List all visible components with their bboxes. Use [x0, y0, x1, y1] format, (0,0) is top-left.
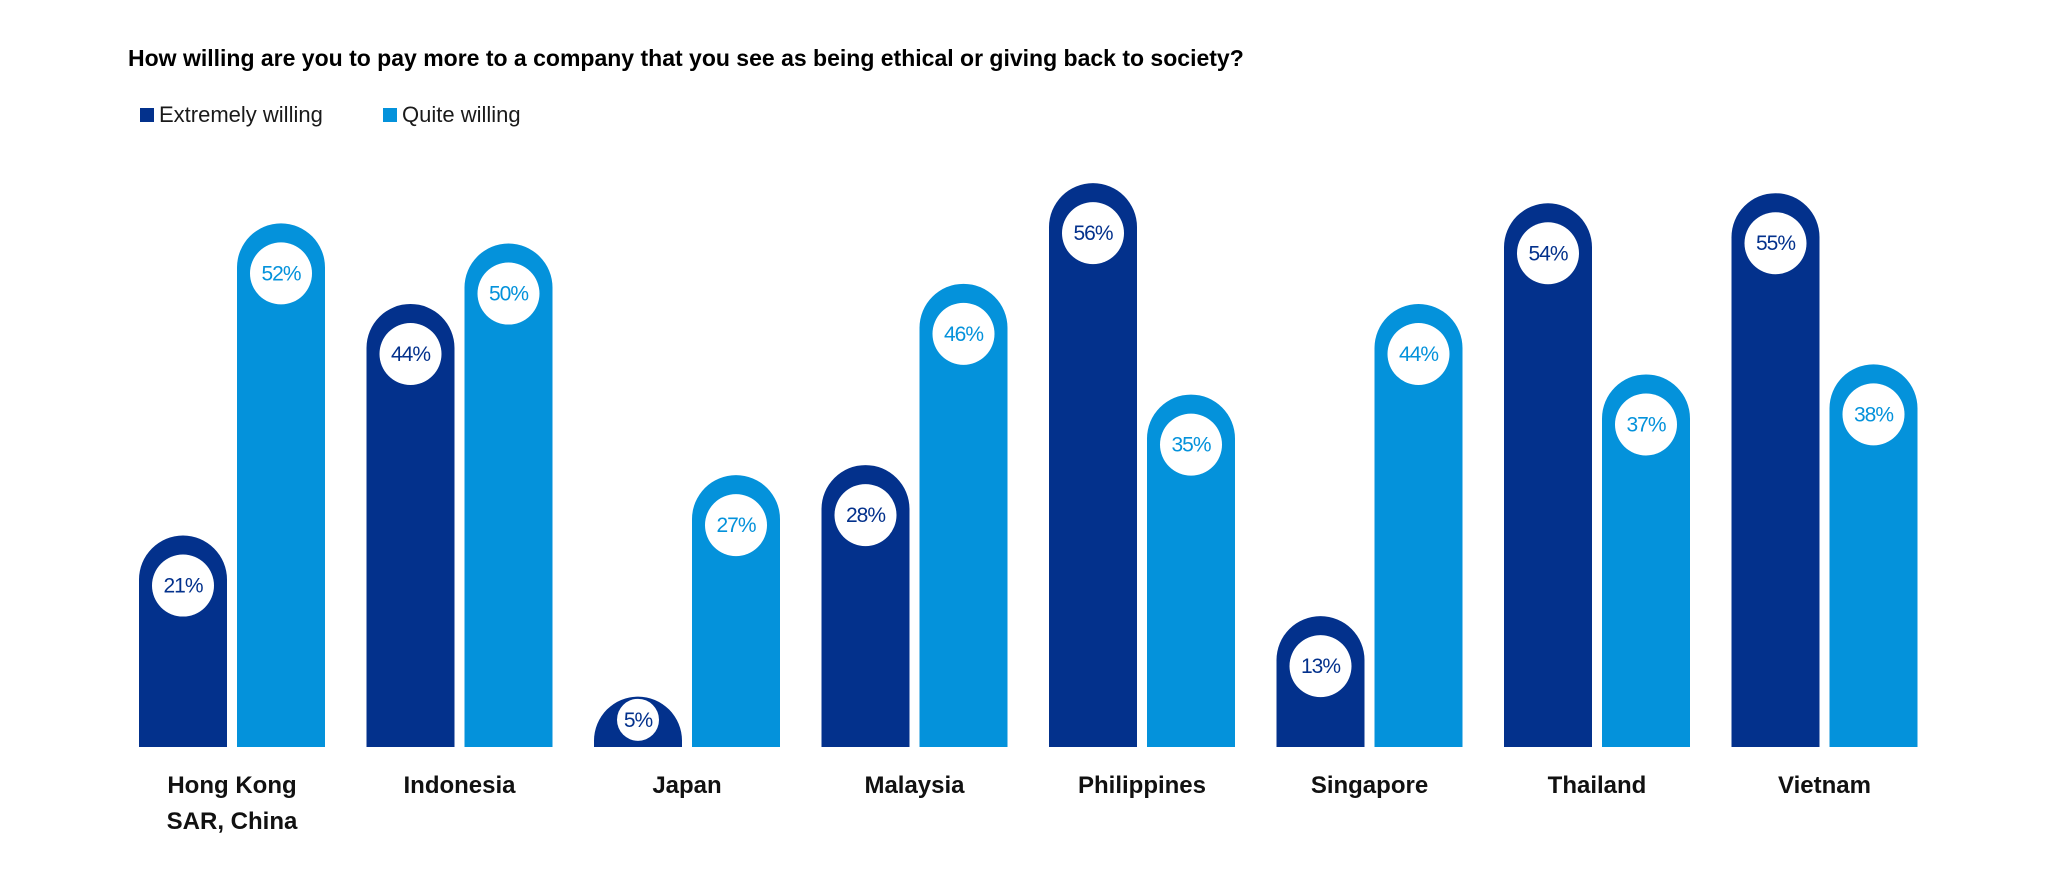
value-label-hong-kong-sar-china-extremely-willing: 21% — [163, 575, 202, 598]
value-badge-philippines-extremely-willing — [1062, 202, 1124, 265]
value-label-malaysia-extremely-willing: 28% — [846, 504, 885, 527]
plot-area: 21% 52% Hong Kong SAR, China 44% 50% Indonesia… — [139, 183, 1918, 835]
value-badge-malaysia-quite-willing — [932, 302, 995, 365]
category-label-japan: Japan — [652, 772, 721, 799]
value-label-japan-extremely-willing: 5% — [624, 709, 653, 732]
bar-hong-kong-sar-china-quite-willing — [237, 223, 325, 747]
category-label-thailand: Thailand — [1548, 772, 1647, 799]
value-label-indonesia-extremely-willing: 44% — [391, 343, 430, 366]
value-badge-indonesia-quite-willing — [477, 262, 540, 325]
value-badge-indonesia-extremely-willing — [379, 322, 442, 385]
value-label-japan-quite-willing: 27% — [716, 514, 755, 537]
legend-swatch-quite-willing — [383, 108, 397, 122]
value-label-singapore-quite-willing: 44% — [1399, 343, 1438, 366]
value-label-philippines-quite-willing: 35% — [1171, 434, 1210, 457]
value-label-hong-kong-sar-china-quite-willing: 52% — [261, 262, 300, 285]
bar-indonesia-extremely-willing — [366, 303, 455, 747]
bar-philippines-extremely-willing — [1049, 183, 1137, 747]
value-badge-singapore-extremely-willing — [1289, 635, 1352, 698]
legend-swatch-extremely-willing — [140, 108, 154, 122]
value-badge-singapore-quite-willing — [1387, 322, 1450, 385]
bar-vietnam-quite-willing — [1829, 364, 1918, 747]
value-badge-philippines-quite-willing — [1160, 413, 1222, 476]
value-badge-vietnam-quite-willing — [1842, 383, 1905, 446]
value-label-philippines-extremely-willing: 56% — [1073, 222, 1112, 245]
value-label-vietnam-extremely-willing: 55% — [1756, 232, 1795, 255]
value-label-malaysia-quite-willing: 46% — [944, 323, 983, 346]
value-badge-hong-kong-sar-china-quite-willing — [250, 242, 312, 305]
value-badge-japan-extremely-willing — [617, 698, 659, 741]
legend-label-quite-willing: Quite willing — [402, 102, 521, 127]
legend: Extremely willing Quite willing — [140, 102, 521, 127]
value-badge-malaysia-extremely-willing — [834, 484, 897, 547]
value-label-singapore-extremely-willing: 13% — [1301, 655, 1340, 678]
value-badge-thailand-quite-willing — [1615, 393, 1677, 456]
value-badge-vietnam-extremely-willing — [1744, 212, 1807, 275]
bar-malaysia-quite-willing — [919, 283, 1008, 747]
category-label-philippines: Philippines — [1078, 772, 1206, 799]
value-badge-japan-quite-willing — [705, 494, 767, 557]
bar-thailand-quite-willing — [1602, 374, 1690, 747]
value-label-thailand-extremely-willing: 54% — [1528, 242, 1567, 265]
value-label-indonesia-quite-willing: 50% — [489, 283, 528, 306]
category-label-hong-kong-sar-china: SAR, China — [167, 808, 298, 835]
chart-title: How willing are you to pay more to a com… — [128, 45, 1244, 71]
bar-vietnam-extremely-willing — [1731, 193, 1820, 747]
legend-label-extremely-willing: Extremely willing — [159, 102, 323, 127]
category-label-indonesia: Indonesia — [403, 772, 516, 799]
category-label-vietnam: Vietnam — [1778, 772, 1871, 799]
value-label-vietnam-quite-willing: 38% — [1854, 403, 1893, 426]
bar-philippines-quite-willing — [1147, 394, 1235, 747]
value-label-thailand-quite-willing: 37% — [1626, 413, 1665, 436]
bar-singapore-quite-willing — [1374, 304, 1463, 747]
category-label-hong-kong-sar-china: Hong Kong — [167, 772, 296, 799]
value-badge-hong-kong-sar-china-extremely-willing — [152, 554, 214, 617]
bar-thailand-extremely-willing — [1504, 203, 1592, 747]
category-label-malaysia: Malaysia — [864, 772, 965, 799]
value-badge-thailand-extremely-willing — [1517, 222, 1579, 285]
bar-indonesia-quite-willing — [464, 243, 553, 747]
category-label-singapore: Singapore — [1311, 772, 1428, 799]
